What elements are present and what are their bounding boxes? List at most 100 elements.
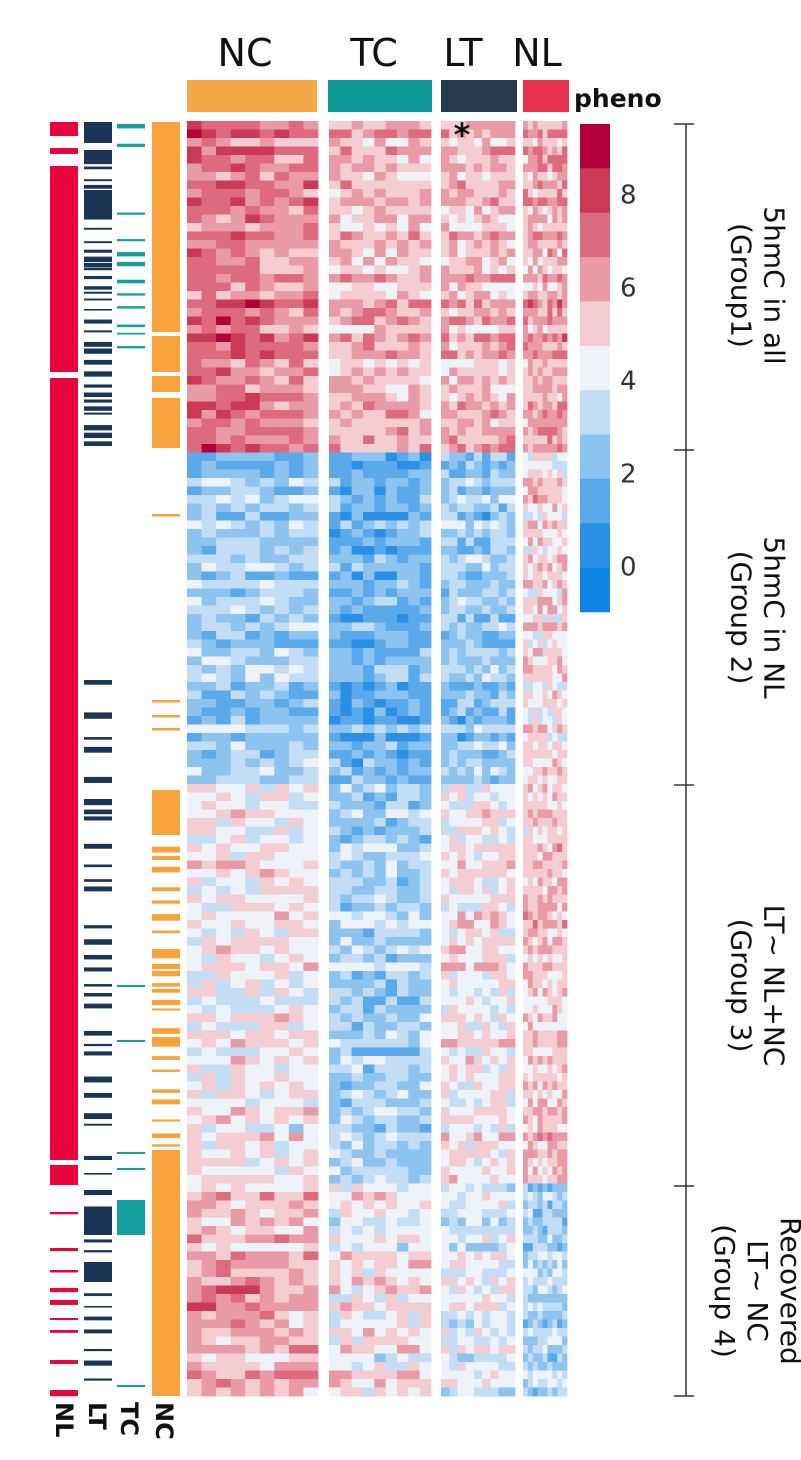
heatmap-cell: [303, 495, 319, 504]
heatmap-cell: [552, 537, 558, 547]
heatmap-cell: [506, 172, 516, 181]
heatmap-cell: [288, 384, 304, 394]
annotation-segment: [152, 1042, 180, 1047]
heatmap-cell: [385, 801, 398, 810]
heatmap-cell: [557, 1192, 563, 1201]
heatmap-cell: [449, 869, 458, 878]
heatmap-cell: [523, 894, 529, 904]
heatmap-cell: [527, 435, 534, 445]
heatmap-cell: [351, 962, 364, 972]
heatmap-cell: [523, 316, 529, 326]
heatmap-cell: [537, 520, 543, 530]
heatmap-cell: [329, 614, 341, 623]
heatmap-cell: [288, 886, 304, 895]
heatmap-cell: [340, 1098, 353, 1108]
heatmap-cell: [547, 1098, 553, 1108]
heatmap-cell: [363, 1022, 375, 1031]
heatmap-cell: [473, 656, 483, 666]
heatmap-cell: [465, 733, 475, 742]
heatmap-cell: [230, 1132, 246, 1142]
heatmap-cell: [259, 971, 275, 980]
heatmap-cell: [552, 750, 558, 759]
heatmap-cell: [187, 979, 202, 989]
heatmap-cell: [532, 758, 539, 768]
heatmap-cell: [187, 1183, 202, 1193]
heatmap-cell: [441, 231, 450, 241]
heatmap-cell: [532, 410, 539, 419]
heatmap-cell: [557, 469, 563, 479]
heatmap-cell: [441, 835, 450, 844]
heatmap-cell: [340, 265, 353, 275]
heatmap-cell: [259, 478, 275, 487]
heatmap-cell: [374, 316, 387, 326]
heatmap-cell: [216, 189, 232, 198]
heatmap-cell: [523, 699, 529, 708]
heatmap-cell: [449, 146, 458, 156]
heatmap-cell: [537, 886, 543, 895]
heatmap-cell: [532, 1013, 539, 1023]
heatmap-cell: [523, 826, 529, 836]
heatmap-cell: [201, 1115, 217, 1125]
heatmap-cell: [498, 682, 508, 691]
heatmap-cell: [449, 656, 458, 666]
heatmap-cell: [245, 588, 261, 598]
heatmap-cell: [408, 1226, 421, 1235]
heatmap-cell: [557, 342, 563, 351]
heatmap-cell: [385, 265, 398, 275]
heatmap-cell: [482, 1243, 491, 1252]
heatmap-cell: [274, 656, 290, 666]
heatmap-cell: [482, 495, 491, 504]
heatmap-cell: [562, 495, 568, 504]
heatmap-cell: [532, 622, 539, 632]
annotation-segment: [50, 1165, 78, 1185]
heatmap-cell: [340, 835, 353, 844]
heatmap-cell: [216, 971, 232, 980]
heatmap-cell: [527, 546, 534, 555]
heatmap-cell: [498, 1243, 508, 1252]
heatmap-cell: [557, 869, 563, 878]
heatmap-cell: [542, 673, 548, 683]
heatmap-cell: [187, 1013, 202, 1023]
heatmap-cell: [473, 274, 483, 283]
heatmap-cell: [542, 622, 548, 632]
heatmap-cell: [408, 1047, 421, 1057]
heatmap-cell: [562, 631, 568, 640]
heatmap-cell: [274, 614, 290, 623]
heatmap-cell: [201, 410, 217, 419]
heatmap-cell: [547, 1141, 553, 1150]
heatmap-cell: [408, 1217, 421, 1227]
heatmap-cell: [363, 971, 375, 980]
heatmap-cell: [465, 750, 475, 759]
heatmap-cell: [245, 563, 261, 572]
heatmap-cell: [547, 639, 553, 649]
heatmap-cell: [288, 495, 304, 504]
heatmap-cell: [303, 469, 319, 479]
heatmap-cell: [473, 1107, 483, 1116]
heatmap-cell: [542, 605, 548, 615]
annotation-segment: [152, 1144, 180, 1147]
heatmap-cell: [216, 1132, 232, 1142]
heatmap-cell: [329, 1243, 341, 1252]
heatmap-cell: [523, 129, 529, 139]
annotation-segment: [84, 1043, 112, 1047]
heatmap-cell: [419, 461, 432, 470]
heatmap-cell: [537, 537, 543, 547]
heatmap-cell: [465, 690, 475, 700]
heatmap-cell: [303, 180, 319, 190]
heatmap-cell: [557, 971, 563, 980]
heatmap-cell: [340, 554, 353, 564]
heatmap-cell: [340, 146, 353, 156]
heatmap-cell: [408, 1260, 421, 1269]
heatmap-cell: [532, 860, 539, 870]
heatmap-cell: [274, 452, 290, 462]
heatmap-cell: [473, 792, 483, 802]
heatmap-cell: [187, 750, 202, 759]
heatmap-cell: [419, 928, 432, 938]
heatmap-cell: [557, 903, 563, 912]
heatmap-cell: [532, 418, 539, 428]
heatmap-cell: [274, 469, 290, 479]
heatmap-cell: [552, 1183, 558, 1193]
heatmap-cell: [419, 1073, 432, 1082]
heatmap-cell: [527, 665, 534, 674]
heatmap-cell: [523, 784, 529, 793]
